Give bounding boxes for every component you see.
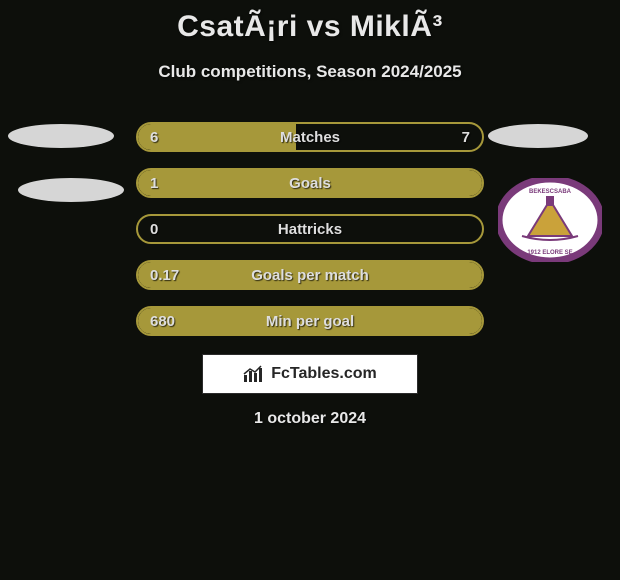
svg-text:1912 ELORE SE: 1912 ELORE SE — [527, 250, 572, 256]
bar-chart-icon — [243, 365, 265, 383]
svg-text:BEKESCSABA: BEKESCSABA — [529, 189, 572, 195]
stat-row: 1Goals — [136, 168, 484, 198]
attribution-text: FcTables.com — [271, 365, 377, 383]
right-club-crest: BEKESCSABA 1912 ELORE SE — [498, 178, 602, 262]
stat-label: Hattricks — [138, 216, 482, 242]
comparison-title: CsatÃ¡ri vs MiklÃ³ — [0, 0, 620, 44]
club-crest-icon: BEKESCSABA 1912 ELORE SE — [498, 178, 602, 262]
right-team-badge-placeholder — [488, 124, 588, 148]
stat-row: 680Min per goal — [136, 306, 484, 336]
stat-label: Goals per match — [138, 262, 482, 288]
stat-row: 0.17Goals per match — [136, 260, 484, 290]
stat-row: 67Matches — [136, 122, 484, 152]
stat-label: Goals — [138, 170, 482, 196]
season-subtitle: Club competitions, Season 2024/2025 — [0, 62, 620, 82]
stat-row: 0Hattricks — [136, 214, 484, 244]
left-team-badge-placeholder — [18, 178, 124, 202]
stat-label: Matches — [138, 124, 482, 150]
stats-comparison-rows: 67Matches 1Goals 0Hattricks 0.17Goals per m… — [136, 122, 484, 352]
stat-label: Min per goal — [138, 308, 482, 334]
snapshot-date: 1 october 2024 — [0, 410, 620, 428]
left-team-badge-placeholder — [8, 124, 114, 148]
attribution-badge: FcTables.com — [202, 354, 418, 394]
